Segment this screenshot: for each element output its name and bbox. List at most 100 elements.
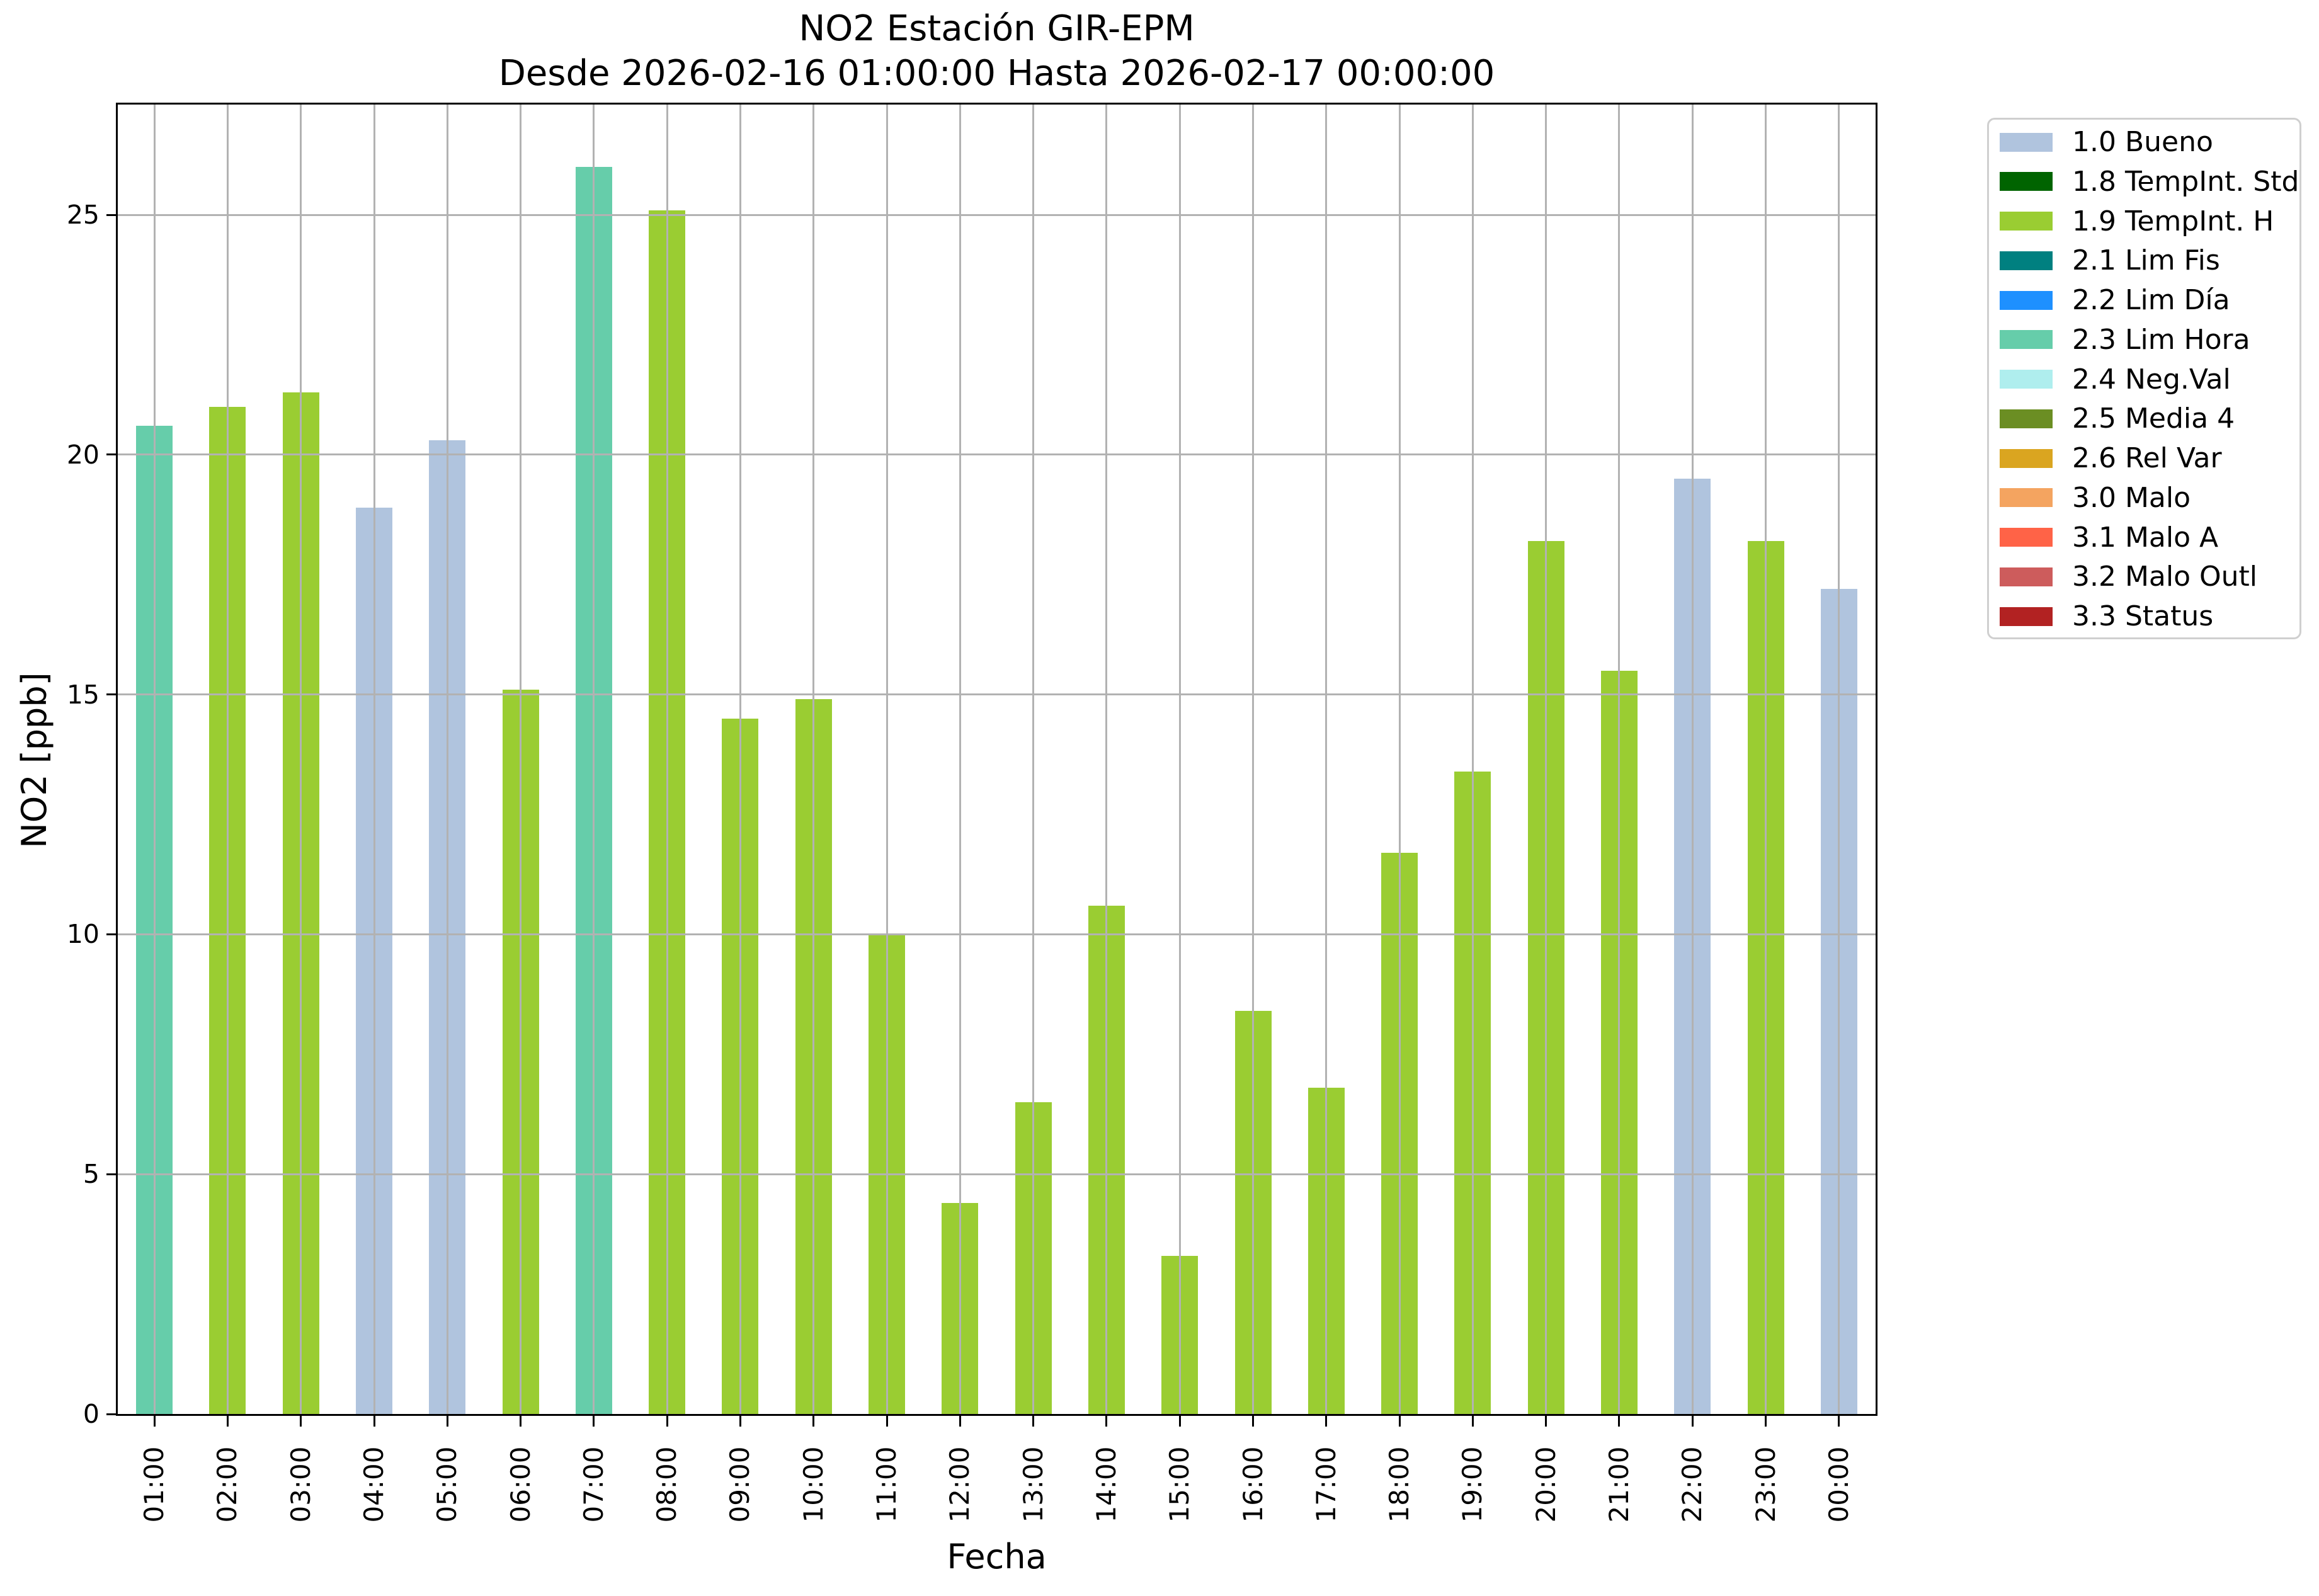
x-tick-label-15:00: 15:00 [1164, 1446, 1195, 1523]
v-gridline-05:00 [446, 105, 448, 1414]
y-tick-label-20: 20 [66, 439, 100, 470]
v-gridline-10:00 [812, 105, 815, 1414]
x-tick-mark-15:00 [1178, 1416, 1181, 1427]
x-tick-mark-12:00 [959, 1416, 961, 1427]
x-tick-label-20:00: 20:00 [1530, 1446, 1561, 1523]
legend-row-2.5-media-4: 2.5 Media 4 [1989, 399, 2299, 438]
v-gridline-03:00 [300, 105, 302, 1414]
y-tick-label-0: 0 [83, 1399, 100, 1429]
legend-label: 3.2 Malo Outl [2072, 561, 2258, 593]
x-tick-label-05:00: 05:00 [431, 1446, 463, 1523]
v-gridline-00:00 [1838, 105, 1840, 1414]
legend-swatch-icon [2000, 132, 2053, 152]
h-gridline-10 [118, 933, 1876, 935]
x-tick-mark-01:00 [153, 1416, 156, 1427]
x-tick-mark-13:00 [1032, 1416, 1035, 1427]
legend-row-3.3-status: 3.3 Status [1989, 596, 2299, 636]
x-tick-mark-10:00 [812, 1416, 815, 1427]
x-tick-label-02:00: 02:00 [212, 1446, 243, 1523]
legend-swatch-icon [2000, 528, 2053, 547]
v-gridline-22:00 [1691, 105, 1694, 1414]
y-axis-label: NO2 [ppb] [14, 672, 54, 848]
y-tick-mark-15 [106, 693, 116, 696]
v-gridline-11:00 [886, 105, 888, 1414]
legend-label: 1.8 TempInt. Std [2072, 165, 2299, 198]
y-tick-label-15: 15 [66, 679, 100, 710]
h-gridline-5 [118, 1173, 1876, 1175]
legend-row-1.0-bueno: 1.0 Bueno [1989, 122, 2299, 162]
legend-swatch-icon [2000, 488, 2053, 508]
legend-row-2.6-rel-var: 2.6 Rel Var [1989, 438, 2299, 478]
x-tick-label-06:00: 06:00 [504, 1446, 536, 1523]
legend-label: 2.2 Lim Día [2072, 284, 2230, 316]
x-tick-label-00:00: 00:00 [1823, 1446, 1854, 1523]
legend: 1.0 Bueno 1.8 TempInt. Std 1.9 TempInt. H 2… [1987, 118, 2301, 639]
x-tick-label-03:00: 03:00 [285, 1446, 316, 1523]
x-tick-label-04:00: 04:00 [358, 1446, 390, 1523]
h-gridline-25 [118, 214, 1876, 216]
v-gridline-21:00 [1618, 105, 1621, 1414]
y-tick-mark-5 [106, 1173, 116, 1175]
x-tick-mark-09:00 [739, 1416, 741, 1427]
legend-swatch-icon [2000, 607, 2053, 626]
legend-row-3.2-malo-outl: 3.2 Malo Outl [1989, 557, 2299, 596]
legend-label: 2.3 Lim Hora [2072, 323, 2250, 356]
legend-swatch-icon [2000, 567, 2053, 586]
x-axis-label: Fecha [947, 1537, 1047, 1576]
legend-swatch-icon [2000, 409, 2053, 428]
x-tick-label-23:00: 23:00 [1750, 1446, 1781, 1523]
legend-swatch-icon [2000, 330, 2053, 350]
legend-label: 3.3 Status [2072, 600, 2214, 632]
x-tick-mark-19:00 [1471, 1416, 1474, 1427]
legend-swatch-icon [2000, 251, 2053, 270]
x-tick-label-14:00: 14:00 [1090, 1446, 1122, 1523]
legend-swatch-icon [2000, 370, 2053, 389]
x-tick-label-17:00: 17:00 [1310, 1446, 1342, 1523]
v-gridline-15:00 [1178, 105, 1181, 1414]
v-gridline-06:00 [520, 105, 522, 1414]
x-tick-mark-04:00 [373, 1416, 375, 1427]
x-tick-label-13:00: 13:00 [1017, 1446, 1049, 1523]
legend-label: 1.0 Bueno [2072, 126, 2213, 158]
legend-label: 2.4 Neg.Val [2072, 363, 2231, 396]
x-tick-mark-20:00 [1545, 1416, 1547, 1427]
legend-label: 2.5 Media 4 [2072, 402, 2235, 435]
legend-label: 1.9 TempInt. H [2072, 205, 2274, 237]
x-tick-label-09:00: 09:00 [724, 1446, 756, 1523]
legend-label: 2.1 Lim Fis [2072, 244, 2220, 277]
legend-row-3.0-malo: 3.0 Malo [1989, 478, 2299, 518]
x-tick-mark-22:00 [1691, 1416, 1694, 1427]
legend-label: 2.6 Rel Var [2072, 442, 2222, 474]
legend-row-1.9-tempint.-h: 1.9 TempInt. H [1989, 202, 2299, 241]
y-tick-mark-25 [106, 214, 116, 216]
legend-label: 3.1 Malo A [2072, 521, 2219, 554]
x-tick-mark-03:00 [300, 1416, 302, 1427]
x-tick-mark-11:00 [886, 1416, 888, 1427]
v-gridline-01:00 [153, 105, 156, 1414]
chart-title-line2: Desde 2026-02-16 01:00:00 Hasta 2026-02-… [498, 53, 1495, 94]
y-tick-label-10: 10 [66, 919, 100, 950]
x-tick-label-11:00: 11:00 [871, 1446, 903, 1523]
x-tick-mark-14:00 [1105, 1416, 1108, 1427]
h-gridline-15 [118, 693, 1876, 696]
x-tick-label-22:00: 22:00 [1677, 1446, 1708, 1523]
legend-swatch-icon [2000, 172, 2053, 191]
x-tick-label-19:00: 19:00 [1457, 1446, 1488, 1523]
legend-row-2.1-lim-fis: 2.1 Lim Fis [1989, 241, 2299, 280]
x-tick-label-12:00: 12:00 [944, 1446, 976, 1523]
legend-swatch-icon [2000, 212, 2053, 231]
x-tick-mark-07:00 [593, 1416, 595, 1427]
y-tick-mark-10 [106, 933, 116, 935]
y-tick-mark-0 [106, 1413, 116, 1415]
v-gridline-04:00 [373, 105, 375, 1414]
legend-swatch-icon [2000, 448, 2053, 468]
v-gridline-09:00 [739, 105, 741, 1414]
h-gridline-20 [118, 453, 1876, 456]
x-tick-label-01:00: 01:00 [139, 1446, 170, 1523]
legend-row-2.3-lim-hora: 2.3 Lim Hora [1989, 320, 2299, 360]
y-tick-mark-20 [106, 453, 116, 456]
x-tick-label-07:00: 07:00 [578, 1446, 609, 1523]
v-gridline-18:00 [1398, 105, 1401, 1414]
v-gridline-19:00 [1471, 105, 1474, 1414]
